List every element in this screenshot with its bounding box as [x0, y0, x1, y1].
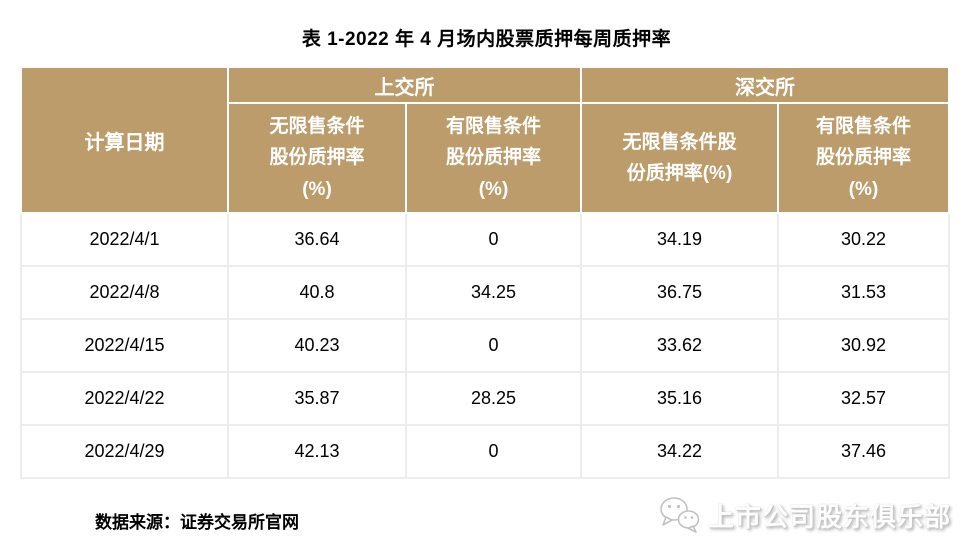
table-title: 表 1-2022 年 4 月场内股票质押每周质押率	[301, 29, 672, 50]
header-sub-row: 无限售条件 股份质押率 (%) 有限售条件 股份质押率 (%) 无限售条件股 份…	[21, 102, 950, 214]
table-row: 2022/4/22 35.87 28.25 35.16 32.57	[20, 371, 950, 426]
cell-value: 0	[405, 318, 582, 373]
cell-value: 35.87	[227, 371, 407, 426]
cell-value: 40.23	[227, 318, 407, 373]
table-row: 2022/4/8 40.8 34.25 36.75 31.53	[20, 265, 950, 320]
header-group-row: 计算日期 上交所 深交所	[20, 66, 950, 214]
cell-value: 28.25	[405, 371, 582, 426]
cell-value: 35.16	[580, 371, 779, 426]
cell-date: 2022/4/15	[20, 318, 229, 373]
table-row: 2022/4/1 36.64 0 34.19 30.22	[20, 212, 950, 267]
cell-value: 31.53	[777, 265, 950, 320]
header-group-szse: 深交所	[580, 66, 950, 104]
header-szse-unrestricted: 无限售条件股 份质押率(%)	[580, 102, 779, 214]
cell-value: 34.25	[405, 265, 582, 320]
cell-value: 0	[405, 424, 582, 479]
cell-value: 33.62	[580, 318, 779, 373]
cell-value: 34.22	[580, 424, 779, 479]
cell-date: 2022/4/29	[20, 424, 229, 479]
cell-value: 30.22	[777, 212, 950, 267]
cell-value: 37.46	[777, 424, 950, 479]
table-body: 2022/4/1 36.64 0 34.19 30.22 2022/4/8 40…	[20, 212, 950, 479]
cell-value: 36.64	[227, 212, 407, 267]
header-calc-date: 计算日期	[20, 66, 229, 214]
header-szse-restricted: 有限售条件 股份质押率 (%)	[777, 102, 950, 214]
header-sse-restricted: 有限售条件 股份质押率 (%)	[405, 102, 582, 214]
account-watermark: 上市公司股东俱乐部	[658, 495, 951, 535]
table-header: 计算日期 上交所 深交所 无限售条件 股份质押率 (%) 有限售条件 股份质押率…	[20, 66, 950, 214]
cell-value: 42.13	[227, 424, 407, 479]
cell-value: 30.92	[777, 318, 950, 373]
cell-value: 32.57	[777, 371, 950, 426]
cell-date: 2022/4/22	[20, 371, 229, 426]
cell-value: 34.19	[580, 212, 779, 267]
header-group-sse: 上交所	[227, 66, 582, 104]
cell-date: 2022/4/1	[20, 212, 229, 267]
table-row: 2022/4/29 42.13 0 34.22 37.46	[20, 424, 950, 479]
table-row: 2022/4/15 40.23 0 33.62 30.92	[20, 318, 950, 373]
data-source-note: 数据来源：证券交易所官网	[95, 513, 299, 532]
cell-value: 0	[405, 212, 582, 267]
wechat-icon	[660, 497, 700, 533]
pledge-rate-table: 计算日期 上交所 深交所 无限售条件 股份质押率 (%) 有限售条件 股份质押率…	[20, 66, 950, 479]
cell-value: 40.8	[227, 265, 407, 320]
header-sse-unrestricted: 无限售条件 股份质押率 (%)	[227, 102, 407, 214]
watermark-label: 上市公司股东俱乐部	[707, 501, 951, 532]
cell-date: 2022/4/8	[20, 265, 229, 320]
cell-value: 36.75	[580, 265, 779, 320]
